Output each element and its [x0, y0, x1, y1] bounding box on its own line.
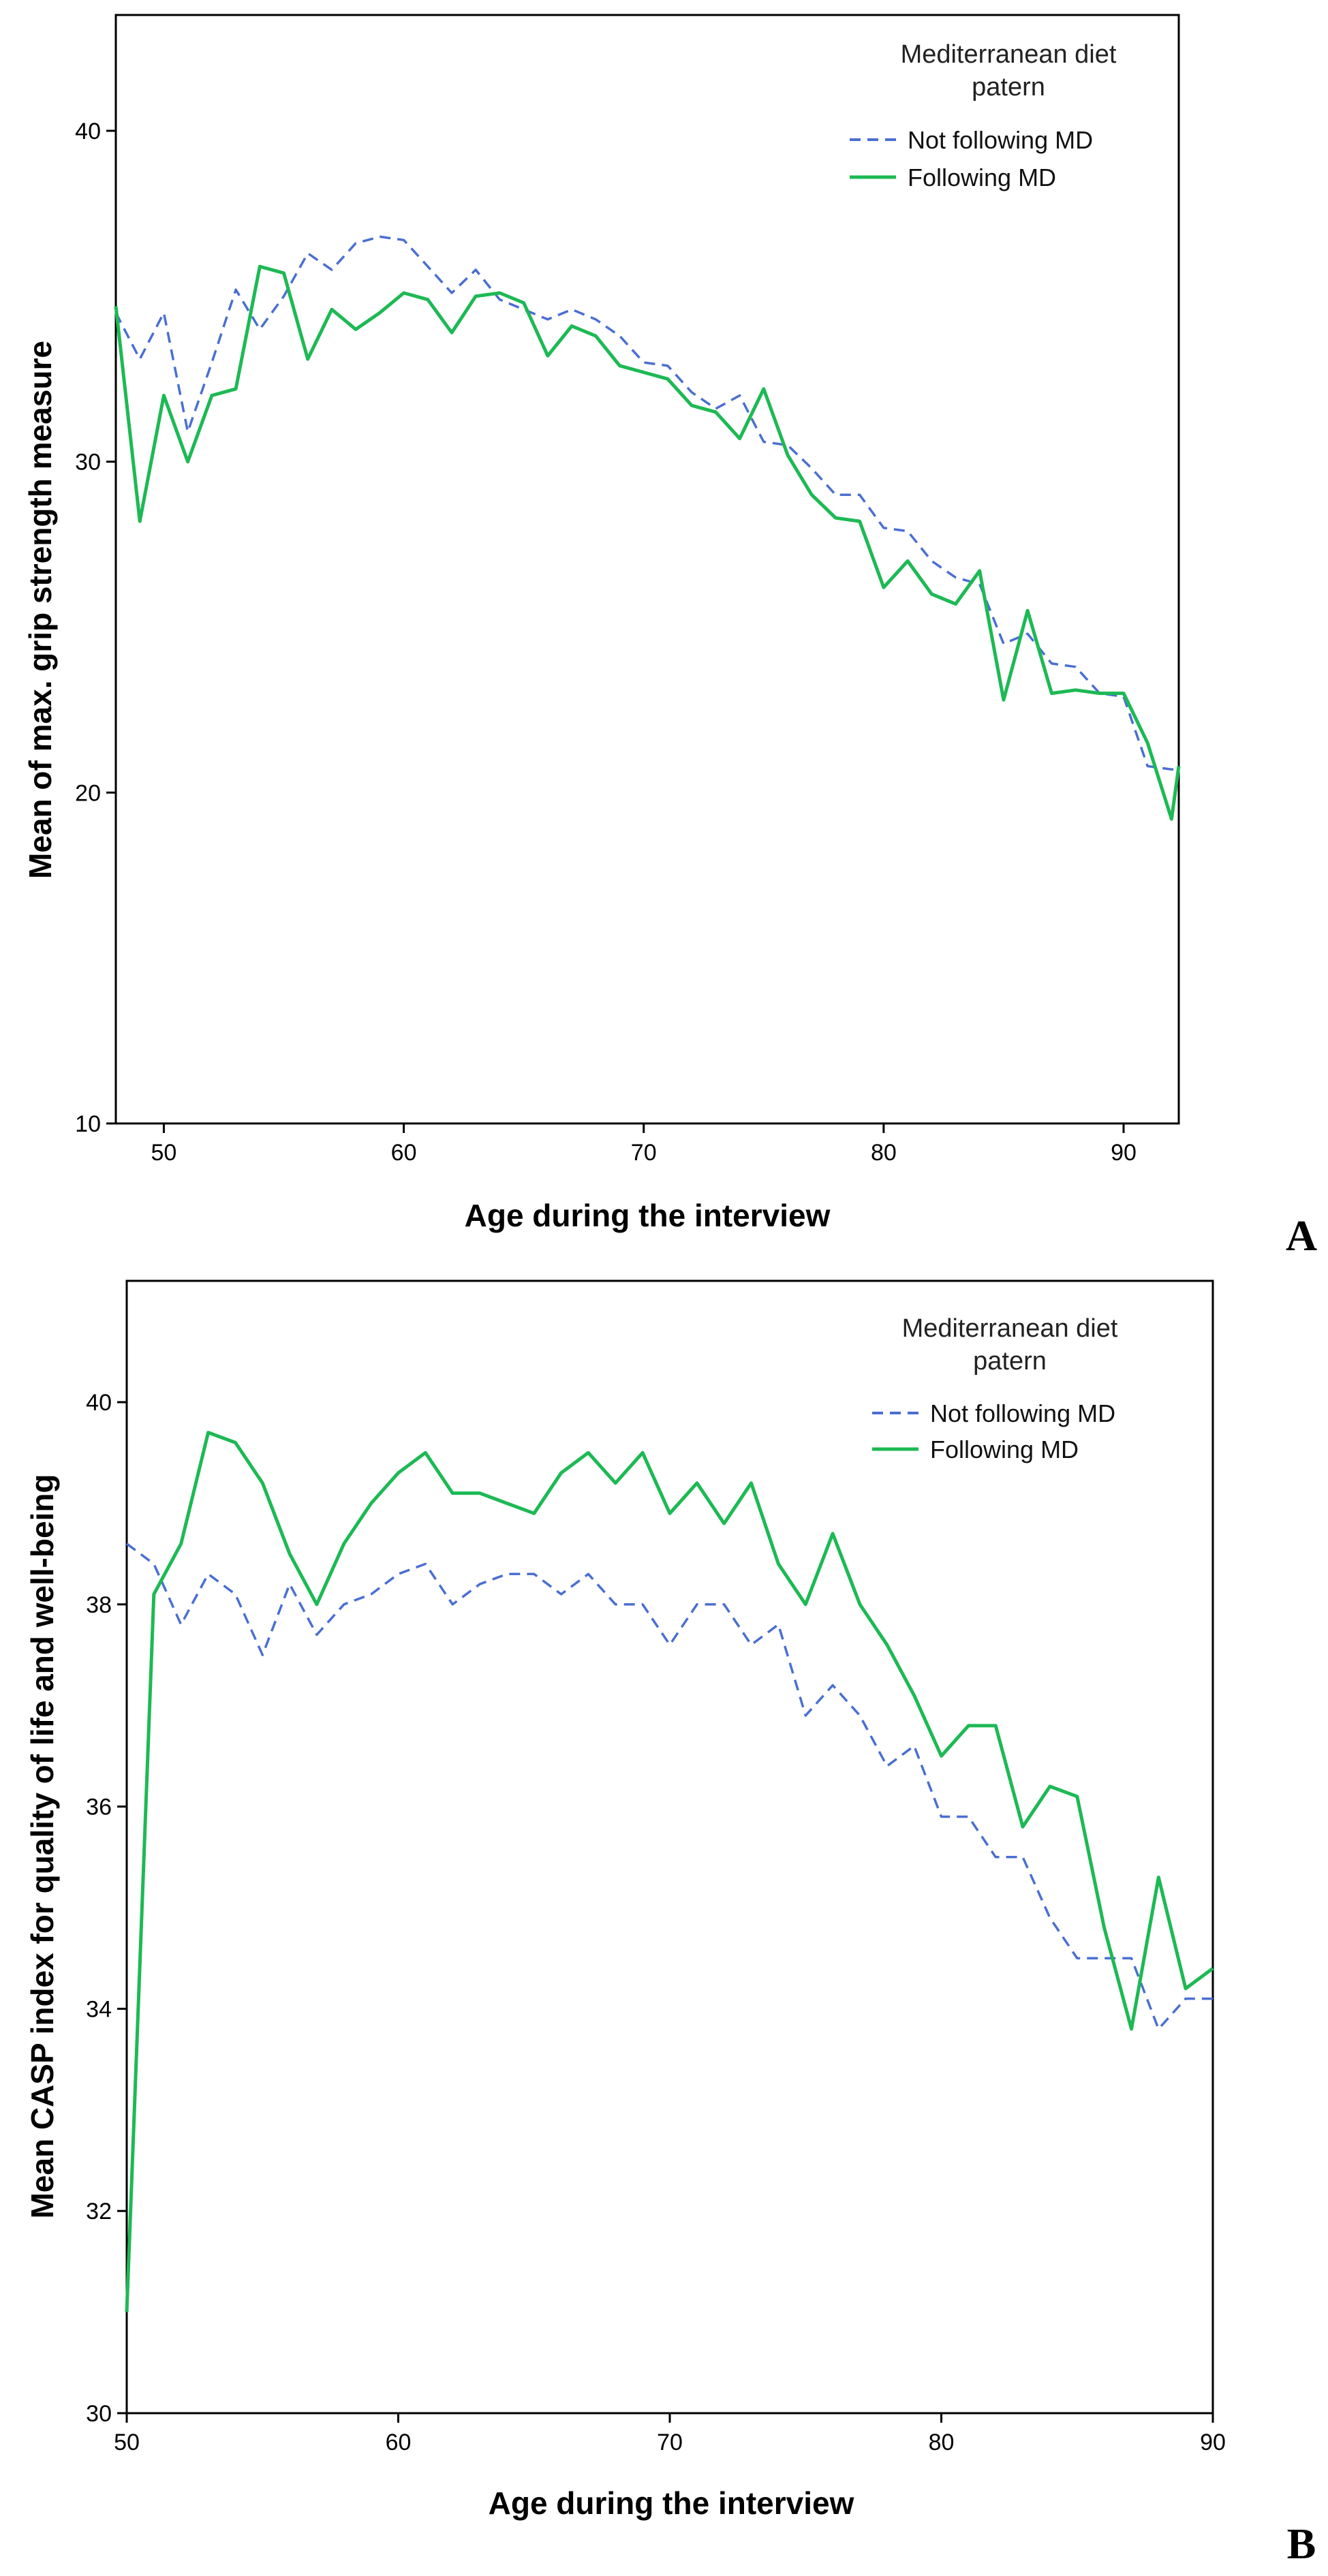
- chart-b-legend-label-not-following: Not following MD: [930, 1399, 1115, 1427]
- chart-b-x-tick-label: 80: [929, 2430, 955, 2455]
- chart-a-y-tick-label: 10: [75, 1111, 101, 1137]
- chart-a-legend: Mediterranean diet patern Not following …: [850, 40, 1117, 191]
- chart-b-legend-title-line2: patern: [973, 1347, 1047, 1376]
- chart-b-line-following-md: [125, 1431, 1214, 2312]
- chart-b: 50 60 70 80 90 30 32 34 36 38 40 Mediterranean die…: [25, 1279, 1316, 2568]
- chart-a-legend-title-line2: patern: [972, 73, 1045, 102]
- chart-b-series: [125, 1431, 1214, 2312]
- chart-b-y-tick-label: 38: [86, 1592, 112, 1618]
- chart-a-y-tick-label: 20: [75, 780, 101, 806]
- chart-b-y-axis-title: Mean CASP index for quality of life and …: [25, 1474, 60, 2218]
- chart-b-x-tick-label: 70: [657, 2430, 683, 2455]
- chart-b-y-tick-label: 40: [86, 1390, 112, 1416]
- chart-b-y-tick-label: 32: [86, 2199, 112, 2224]
- chart-b-legend-label-following: Following MD: [930, 1436, 1079, 1463]
- chart-b-panel-label: B: [1287, 2519, 1316, 2568]
- chart-b-x-tick-label: 50: [114, 2430, 140, 2455]
- chart-b-x-tick-label: 90: [1200, 2430, 1226, 2455]
- chart-a: 50 60 70 80 90 10 20 30 40 Mediterranean diet pa…: [22, 14, 1317, 1260]
- chart-a-x-tick-label: 90: [1111, 1140, 1137, 1166]
- chart-b-y-tick-label: 30: [86, 2401, 112, 2427]
- chart-a-legend-title-line1: Mediterranean diet: [901, 40, 1117, 69]
- chart-a-x-tick-label: 70: [631, 1140, 657, 1166]
- chart-a-x-tick-label: 60: [391, 1140, 417, 1166]
- chart-a-legend-label-not-following: Not following MD: [908, 126, 1093, 154]
- chart-a-y-tick-label: 30: [75, 450, 101, 476]
- chart-a-series: [114, 235, 1181, 821]
- chart-a-legend-label-following: Following MD: [908, 164, 1056, 191]
- chart-a-x-axis-title: Age during the interview: [465, 1198, 831, 1233]
- chart-a-panel-label: A: [1286, 1211, 1317, 1260]
- chart-a-x-tick-label: 80: [871, 1140, 897, 1166]
- chart-b-line-not-following-md: [125, 1542, 1213, 2030]
- chart-b-legend: Mediterranean diet patern Not following …: [872, 1314, 1118, 1463]
- chart-b-legend-title-line1: Mediterranean diet: [902, 1314, 1118, 1343]
- chart-b-y-tick-label: 36: [86, 1795, 112, 1820]
- chart-b-x-axis-title: Age during the interview: [489, 2485, 854, 2521]
- chart-b-ticks: 50 60 70 80 90 30 32 34 36 38 40: [86, 1390, 1226, 2455]
- chart-a-y-tick-label: 40: [75, 119, 101, 144]
- chart-b-y-tick-label: 34: [86, 1996, 112, 2022]
- chart-a-ticks: 50 60 70 80 90 10 20 30 40: [75, 119, 1137, 1166]
- chart-a-line-following-md: [114, 264, 1181, 821]
- chart-a-line-not-following-md: [114, 235, 1179, 771]
- chart-a-y-axis-title: Mean of max. grip strength measure: [22, 341, 58, 879]
- chart-b-x-tick-label: 60: [386, 2430, 412, 2455]
- chart-b-plot-area: [125, 1279, 1214, 2415]
- chart-a-plot-area: [114, 14, 1180, 1125]
- chart-a-x-tick-label: 50: [151, 1140, 177, 1166]
